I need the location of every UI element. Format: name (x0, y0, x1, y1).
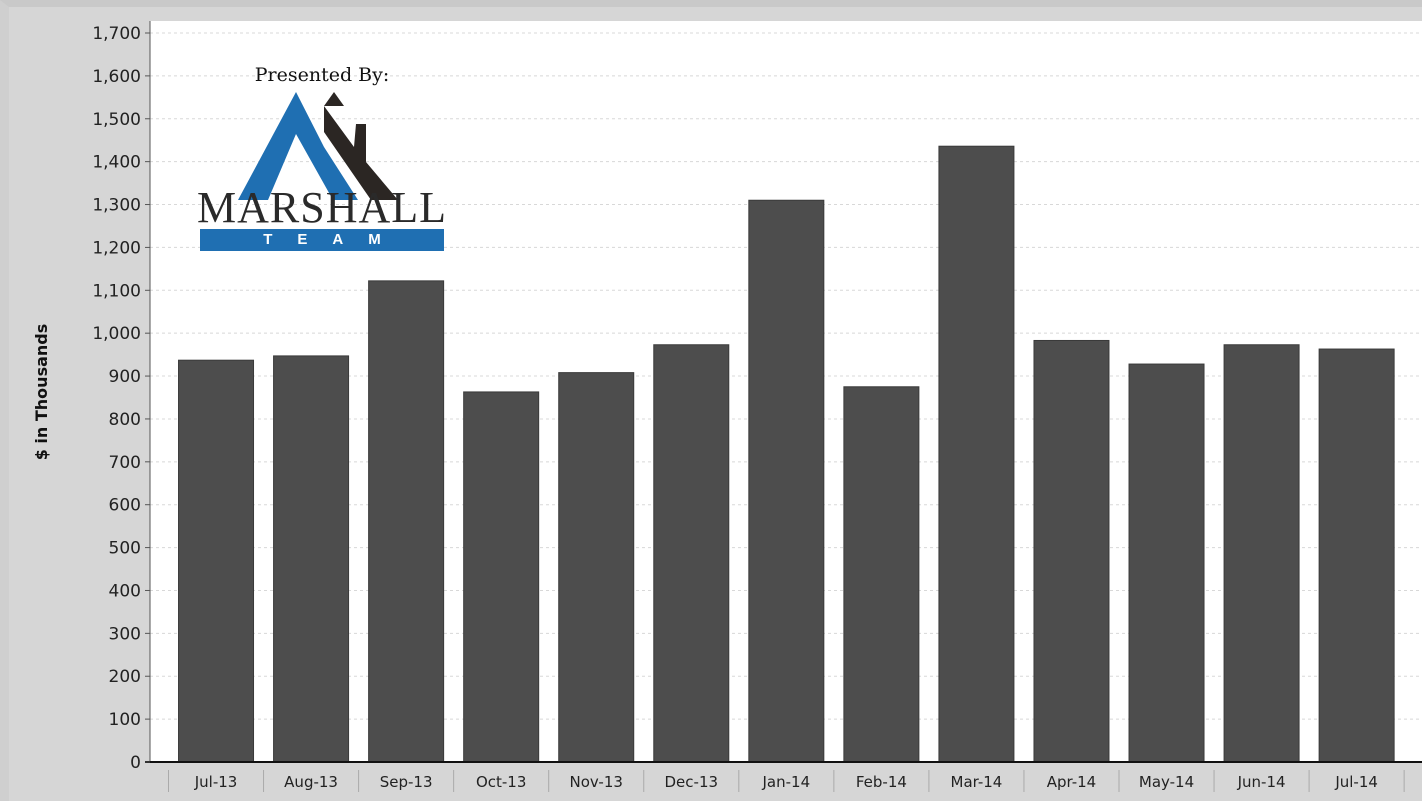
marshall-team-logo: Presented By: MARSHALL TEAM (196, 60, 448, 255)
y-axis-title: $ in Thousands (32, 324, 51, 461)
x-category-label: Jul-14 (1334, 773, 1378, 791)
x-category-label: Jul-13 (194, 773, 238, 791)
bar (1033, 339, 1110, 763)
bar (273, 355, 350, 763)
y-tick-label: 1,200 (92, 238, 141, 258)
x-category-label: Feb-14 (856, 773, 907, 791)
presented-by-text: Presented By: (254, 64, 390, 86)
bar (558, 372, 635, 763)
y-tick-label: 1,700 (92, 24, 141, 44)
x-category-label: May-14 (1139, 773, 1194, 791)
y-tick-label: 1,400 (92, 153, 141, 173)
bar (368, 280, 445, 763)
y-tick-label: 1,600 (92, 67, 141, 87)
x-category-label: Apr-14 (1047, 773, 1097, 791)
y-tick-label: 900 (109, 367, 141, 387)
bar (938, 145, 1015, 763)
y-tick-label: 600 (109, 496, 141, 516)
x-category-label: Oct-13 (476, 773, 526, 791)
bar (1223, 344, 1300, 763)
y-tick-label: 400 (109, 581, 141, 601)
y-tick-label: 200 (109, 667, 141, 687)
bar (843, 386, 920, 763)
x-category-label: Nov-13 (570, 773, 623, 791)
y-tick-label: 800 (109, 410, 141, 430)
x-axis-categories: Jul-13 Aug-13 Sep-13 Oct-13 Nov-13 Dec-13 Jan-… (168, 770, 1405, 792)
y-tick-label: 1,000 (92, 324, 141, 344)
x-category-label: Jun-14 (1237, 773, 1286, 791)
bar (1318, 348, 1395, 763)
x-category-label: Mar-14 (951, 773, 1003, 791)
bar (178, 359, 255, 763)
house-roof-icon (238, 92, 398, 200)
bars (178, 145, 1395, 763)
y-tick-label: 700 (109, 453, 141, 473)
x-category-label: Sep-13 (380, 773, 433, 791)
x-category-label: Aug-13 (284, 773, 338, 791)
y-tick-label: 500 (109, 539, 141, 559)
logo-name-text: MARSHALL (196, 183, 448, 232)
y-tick-label: 0 (130, 753, 141, 773)
y-tick-label: 1,500 (92, 110, 141, 130)
bar (748, 199, 825, 763)
logo-tagline-band: TEAM (200, 229, 444, 251)
x-category-label: Jan-14 (762, 773, 811, 791)
y-axis-ticks: 0 100 200 300 400 500 600 700 800 900 1,000 1,100 1,… (92, 24, 150, 773)
y-tick-label: 300 (109, 624, 141, 644)
bar (463, 391, 540, 763)
y-tick-label: 100 (109, 710, 141, 730)
y-tick-label: 1,100 (92, 281, 141, 301)
bar (1128, 363, 1205, 763)
x-category-label: Dec-13 (665, 773, 719, 791)
bar (653, 344, 730, 763)
y-tick-label: 1,300 (92, 196, 141, 216)
